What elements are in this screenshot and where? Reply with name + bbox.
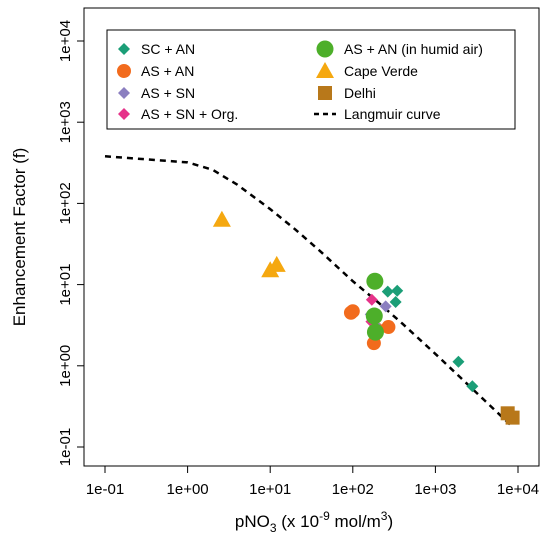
cape-verde-point-2 — [267, 255, 286, 272]
legend-label-cape-verde: Cape Verde — [344, 63, 418, 79]
legend-label-sc-an: SC + AN — [141, 41, 195, 57]
legend-swatch-as-an — [117, 64, 131, 78]
x-axis-title-suffix: ) — [387, 512, 393, 531]
delhi-point-1 — [505, 410, 520, 425]
legend-label-as-sn-org: AS + SN + Org. — [141, 106, 238, 122]
data-points-layer — [212, 210, 520, 425]
as-an-in-humid-air-point-1 — [365, 307, 383, 325]
langmuir-curve-layer — [104, 155, 511, 426]
as-an-point-1 — [345, 304, 360, 319]
sc-an-point-5 — [466, 380, 479, 393]
legend-swatch-cape-verde — [316, 62, 334, 78]
legend-label-as-an-in-humid-air: AS + AN (in humid air) — [344, 41, 483, 57]
sc-an-point-1 — [381, 285, 394, 298]
plot-frame — [83, 7, 540, 467]
legend-label-as-an: AS + AN — [141, 63, 194, 79]
x-tick-label-1: 1e+00 — [167, 481, 209, 498]
sc-an-point-4 — [452, 355, 465, 368]
x-axis-title-prefix: pNO — [235, 512, 270, 531]
cape-verde-point-0 — [212, 210, 231, 227]
legend-swatch-as-sn-org — [118, 108, 130, 120]
x-tick-label-4: 1e+03 — [414, 481, 456, 498]
x-tick-label-5: 1e+04 — [497, 481, 539, 498]
x-axis-title-superscript-1: -9 — [319, 509, 330, 523]
y-tick-label-1: 1e+00 — [57, 345, 74, 387]
x-tick-label-2: 1e+01 — [249, 481, 291, 498]
y-axis-title: Enhancement Factor (f) — [10, 148, 29, 327]
x-tick-label-0: 1e-01 — [86, 481, 124, 498]
legend-swatch-as-an-in-humid-air — [316, 40, 334, 58]
langmuir-curve-line — [104, 155, 511, 426]
as-sn-point-1 — [379, 300, 392, 313]
legend-label-langmuir-curve: Langmuir curve — [344, 106, 441, 122]
x-tick-label-3: 1e+02 — [332, 481, 374, 498]
legend-swatch-as-sn — [118, 87, 130, 99]
as-an-in-humid-air-point-0 — [366, 272, 384, 290]
x-axis-title-subscript: 3 — [270, 521, 277, 535]
x-axis-title: pNO3 (x 10-9 mol/m3) — [235, 509, 393, 535]
x-axis-title-units: mol/m — [330, 512, 381, 531]
legend-box — [106, 29, 516, 130]
axes-layer: 1e-01 1e+00 1e+01 1e+02 1e+03 1e+04 1e-01 1e+00… — [57, 20, 539, 498]
as-sn-org-point-0 — [365, 293, 378, 306]
y-tick-label-5: 1e+04 — [57, 20, 74, 62]
y-tick-label-0: 1e-01 — [57, 428, 74, 466]
y-tick-label-4: 1e+03 — [57, 101, 74, 143]
sc-an-point-2 — [391, 284, 404, 297]
x-axis-title-superscript-2: 3 — [381, 509, 388, 523]
as-an-in-humid-air-point-2 — [366, 323, 384, 341]
legend: SC + AN AS + AN AS + SN AS + SN + Org. AS + … — [106, 29, 516, 130]
legend-swatch-sc-an — [118, 43, 130, 55]
y-tick-label-2: 1e+01 — [57, 264, 74, 306]
legend-label-as-sn: AS + SN — [141, 85, 195, 101]
sc-an-point-3 — [389, 296, 402, 309]
x-axis-title-middle: (x 10 — [277, 512, 320, 531]
legend-label-delhi: Delhi — [344, 85, 376, 101]
legend-swatch-delhi — [318, 86, 332, 100]
y-tick-label-3: 1e+02 — [57, 182, 74, 224]
as-an-point-4 — [381, 320, 396, 335]
